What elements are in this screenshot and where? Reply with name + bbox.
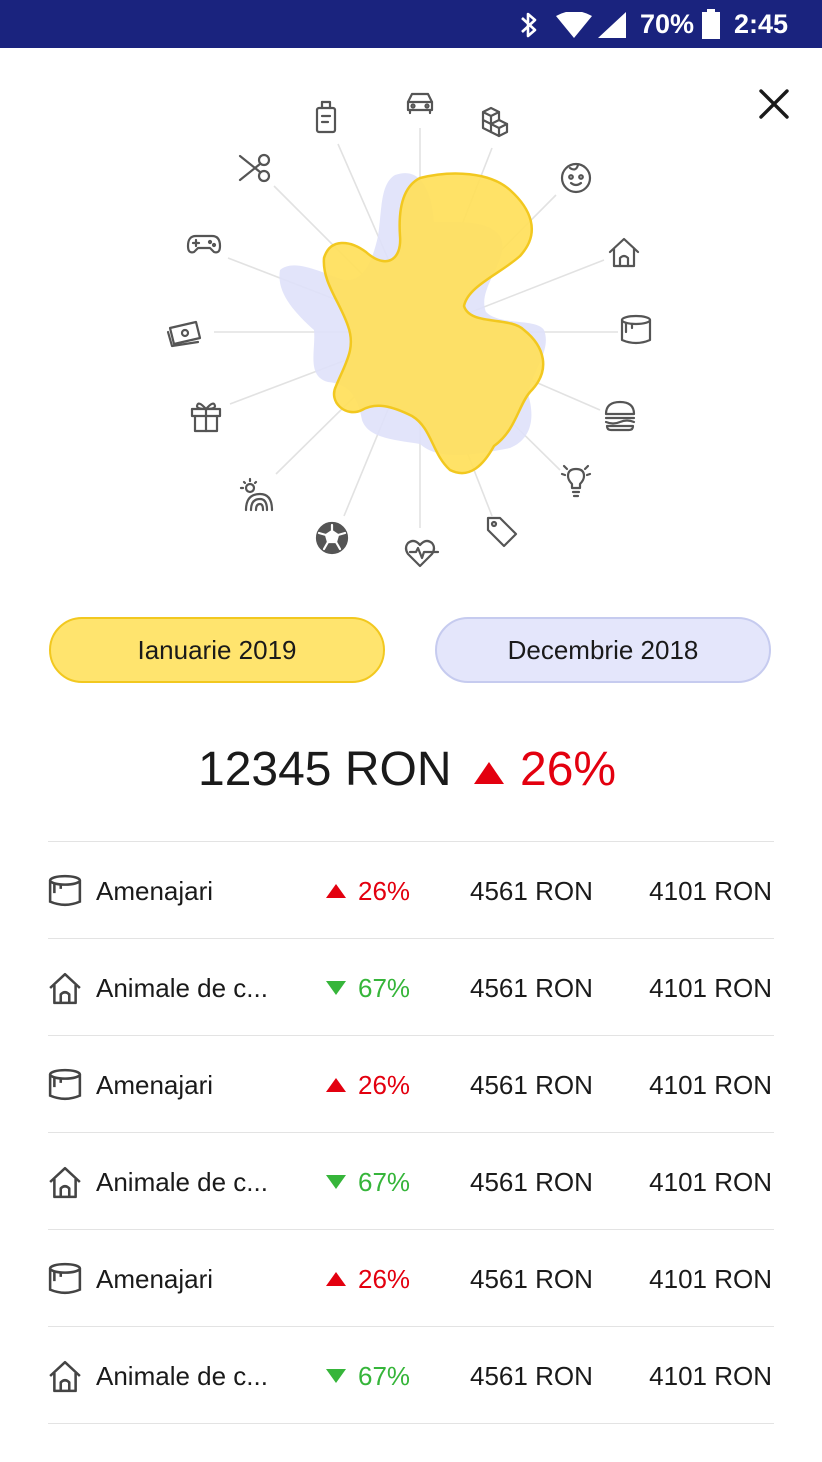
money-icon xyxy=(166,320,202,348)
change-percent: 26% xyxy=(358,876,411,906)
pet-house-icon xyxy=(608,237,640,268)
car-icon xyxy=(406,92,434,115)
category-name: Animale de c... xyxy=(96,1167,268,1197)
status-bar: 70% 2:45 xyxy=(0,0,822,48)
category-name: Animale de c... xyxy=(96,1361,268,1391)
pet-house-icon xyxy=(49,1360,81,1393)
table-row[interactable]: Animale de c... 67% 4561 RON 4101 RON xyxy=(48,939,774,1036)
price-tag-icon xyxy=(486,516,518,548)
sun-rainbow-icon xyxy=(239,477,274,512)
lightbulb-icon xyxy=(560,464,592,498)
wifi-icon xyxy=(556,12,592,38)
down-arrow-icon xyxy=(326,1369,346,1383)
previous-amount: 4101 RON xyxy=(649,1070,772,1100)
baby-face-icon xyxy=(560,162,592,194)
gift-icon xyxy=(190,402,222,433)
up-arrow-icon xyxy=(326,1272,346,1286)
table-row[interactable]: Amenajari 26% 4561 RON 4101 RON xyxy=(48,842,774,939)
signal-icon xyxy=(598,12,626,38)
paint-bucket-icon xyxy=(48,1068,82,1101)
bluetooth-icon xyxy=(521,12,537,38)
current-amount: 4561 RON xyxy=(470,1070,593,1100)
current-amount: 4561 RON xyxy=(470,1264,593,1294)
current-amount: 4561 RON xyxy=(470,1361,593,1391)
category-name: Amenajari xyxy=(96,1070,214,1100)
boxes-icon xyxy=(481,106,509,138)
previous-amount: 4101 RON xyxy=(649,1167,772,1197)
change-percent: 67% xyxy=(358,1167,411,1197)
pet-house-icon xyxy=(49,1166,81,1199)
total-change-percent: 26% xyxy=(520,743,617,796)
previous-period-button[interactable]: Decembrie 2018 xyxy=(435,617,771,683)
change-percent: 67% xyxy=(358,973,411,1003)
category-name: Animale de c... xyxy=(96,973,268,1003)
change-percent: 26% xyxy=(358,1264,411,1294)
current-amount: 4561 RON xyxy=(470,973,593,1003)
previous-amount: 4101 RON xyxy=(649,1361,772,1391)
previous-amount: 4101 RON xyxy=(649,876,772,906)
previous-period-label: Decembrie 2018 xyxy=(507,634,699,665)
luggage-icon xyxy=(315,100,337,134)
current-period-button[interactable]: Ianuarie 2019 xyxy=(49,617,385,683)
battery-icon xyxy=(702,9,720,39)
up-arrow-icon xyxy=(326,884,346,898)
change-percent: 67% xyxy=(358,1361,411,1391)
down-arrow-icon xyxy=(326,1175,346,1189)
up-arrow-icon xyxy=(474,762,504,784)
current-amount: 4561 RON xyxy=(470,876,593,906)
heartbeat-icon xyxy=(404,539,440,568)
total-amount: 12345 RON xyxy=(198,743,452,796)
paint-bucket-icon xyxy=(48,1262,82,1295)
table-row[interactable]: Amenajari 26% 4561 RON 4101 RON xyxy=(48,1230,774,1327)
gamepad-icon xyxy=(186,234,222,254)
category-name: Amenajari xyxy=(96,1264,214,1294)
burger-icon xyxy=(604,400,636,432)
paint-bucket-icon xyxy=(620,314,652,345)
clock: 2:45 xyxy=(734,9,789,39)
current-amount: 4561 RON xyxy=(470,1167,593,1197)
current-period-label: Ianuarie 2019 xyxy=(137,634,297,665)
previous-amount: 4101 RON xyxy=(649,1264,772,1294)
category-table: Amenajari 26% 4561 RON 4101 RON Animale … xyxy=(48,841,774,1424)
current-period-blob xyxy=(322,172,545,475)
paint-bucket-icon xyxy=(48,874,82,907)
table-row[interactable]: Animale de c... 67% 4561 RON 4101 RON xyxy=(48,1133,774,1230)
scissors-icon xyxy=(238,153,271,183)
total-summary: 12345 RON 26% xyxy=(0,740,822,806)
table-row[interactable]: Animale de c... 67% 4561 RON 4101 RON xyxy=(48,1327,774,1424)
category-name: Amenajari xyxy=(96,876,214,906)
spending-radar-chart xyxy=(166,92,652,568)
table-row[interactable]: Amenajari 26% 4561 RON 4101 RON xyxy=(48,1036,774,1133)
pet-house-icon xyxy=(49,972,81,1005)
previous-amount: 4101 RON xyxy=(649,973,772,1003)
down-arrow-icon xyxy=(326,981,346,995)
up-arrow-icon xyxy=(326,1078,346,1092)
change-percent: 26% xyxy=(358,1070,411,1100)
battery-percent: 70% xyxy=(640,9,695,39)
close-icon[interactable] xyxy=(752,82,796,126)
soccer-ball-icon xyxy=(315,521,349,555)
